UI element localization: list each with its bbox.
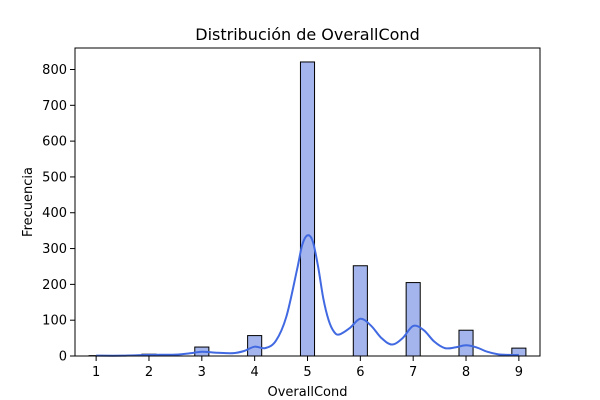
- x-tick-label: 4: [251, 365, 259, 380]
- x-tick-label: 1: [92, 365, 100, 380]
- kde-line: [96, 234, 519, 357]
- x-tick-label: 6: [356, 365, 364, 380]
- chart-title: Distribución de OverallCond: [195, 25, 419, 44]
- x-axis-ticks: 1 2 3 4 5 6 7 8 9: [92, 356, 523, 380]
- x-axis-label: OverallCond: [268, 385, 348, 400]
- y-axis-label: Frecuencia: [21, 167, 36, 237]
- bar-7: [405, 282, 421, 357]
- x-tick-label: 9: [515, 365, 523, 380]
- y-tick-label: 500: [42, 170, 67, 185]
- x-tick-label: 2: [145, 365, 153, 380]
- y-tick-label: 800: [42, 63, 67, 78]
- x-tick-label: 3: [198, 365, 206, 380]
- y-tick-label: 200: [42, 278, 67, 293]
- x-tick-label: 8: [462, 365, 470, 380]
- y-tick-label: 300: [42, 242, 67, 257]
- y-tick-label: 0: [59, 350, 67, 365]
- y-tick-label: 100: [42, 314, 67, 329]
- y-tick-label: 600: [42, 135, 67, 150]
- bar-8: [458, 329, 474, 357]
- x-tick-label: 7: [409, 365, 417, 380]
- bar-5: [299, 61, 316, 357]
- y-tick-label: 400: [42, 206, 67, 221]
- x-tick-label: 5: [303, 365, 311, 380]
- bar-6: [352, 265, 368, 357]
- y-axis-ticks: 0 100 200 300 400 500 600 700 800: [42, 63, 75, 365]
- y-tick-label: 700: [42, 99, 67, 114]
